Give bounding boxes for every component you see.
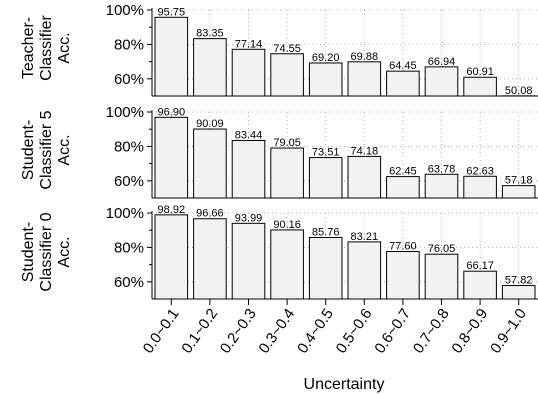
data-label: 77.14 (235, 38, 263, 50)
data-label: 73.51 (312, 147, 340, 159)
y-axis-label-line: Student- (20, 222, 37, 282)
y-axis-label-line: Classifier (38, 14, 55, 80)
data-label: 83.35 (196, 28, 224, 40)
y-tick-label: 100% (106, 104, 144, 121)
bar (231, 139, 266, 199)
x-axis-label: Uncertainty (304, 376, 385, 393)
data-label: 98.92 (158, 204, 186, 216)
data-label: 77.60 (389, 241, 417, 253)
data-label: 69.88 (351, 51, 379, 63)
y-axis-label: Student-Classifier 0Acc. (20, 212, 73, 291)
bar (463, 175, 497, 199)
data-label: 66.94 (428, 56, 456, 68)
bar (154, 116, 189, 199)
y-axis-label-line: Acc. (56, 236, 73, 267)
bar (193, 128, 227, 199)
y-axis-label: Student-Classifier 5Acc. (20, 110, 73, 189)
data-label: 69.20 (312, 52, 340, 64)
y-tick-label: 60% (114, 71, 144, 88)
y-axis-label-line: Acc. (56, 32, 73, 63)
bar (501, 185, 536, 199)
data-label: 74.55 (273, 43, 301, 55)
bar (463, 270, 497, 300)
data-label: 57.82 (505, 275, 533, 287)
data-label: 79.05 (273, 137, 301, 149)
bar (308, 157, 343, 199)
bar (424, 173, 459, 199)
bar (386, 70, 420, 97)
data-label: 62.45 (389, 166, 417, 178)
bar (347, 61, 382, 97)
y-axis-label-line: Teacher- (20, 17, 37, 79)
y-axis-label: Teacher-ClassifierAcc. (20, 14, 73, 80)
bar (347, 241, 382, 300)
bar (154, 214, 189, 300)
data-label: 60.91 (466, 66, 494, 78)
data-label: 96.66 (196, 208, 224, 220)
bar (270, 229, 304, 300)
y-tick-label: 100% (106, 2, 144, 19)
bar (193, 218, 227, 300)
y-axis-label-line: Acc. (56, 134, 73, 165)
x-tick-label: 0.5~0.6 (333, 306, 376, 357)
data-label: 64.45 (389, 60, 417, 72)
x-tick-label: 0.2~0.3 (217, 306, 260, 357)
bar (463, 76, 497, 97)
y-tick-label: 60% (114, 274, 144, 291)
bar (154, 16, 189, 97)
x-tick-label: 0.1~0.2 (178, 306, 221, 357)
bar (308, 236, 343, 300)
bar (270, 53, 304, 97)
panel-0: 60% 80% 100% 95.75 83.35 77.14 74.55 69.20 69.88… (20, 2, 538, 97)
y-tick-label: 80% (114, 138, 144, 155)
bar (193, 38, 227, 97)
bar (386, 251, 420, 300)
x-tick-label: 0.4~0.5 (294, 306, 337, 357)
data-label: 74.18 (351, 145, 379, 157)
bar (424, 66, 459, 97)
y-tick-label: 80% (114, 36, 144, 53)
data-label: 93.99 (235, 212, 263, 224)
data-label: 63.78 (428, 163, 456, 175)
y-tick-label: 60% (114, 173, 144, 190)
x-tick-label: 0.8~0.9 (449, 306, 492, 357)
bar (308, 62, 343, 97)
data-label: 83.21 (351, 231, 379, 243)
data-label: 96.90 (158, 106, 186, 118)
y-axis-label-line: Classifier 5 (38, 110, 55, 189)
data-label: 66.17 (466, 260, 494, 272)
y-axis-label-line: Classifier 0 (38, 212, 55, 291)
data-label: 76.05 (428, 243, 456, 255)
y-axis-label-line: Student- (20, 120, 37, 180)
data-label: 90.09 (196, 118, 224, 130)
data-label: 95.75 (158, 6, 186, 18)
bar (424, 253, 459, 300)
x-tick-label: 0.0~0.1 (140, 306, 183, 357)
panel-2: 60% 80% 100% 98.92 96.66 93.99 90.16 85.76 83.21… (20, 204, 538, 300)
y-tick-label: 100% (106, 205, 144, 222)
y-tick-label: 80% (114, 239, 144, 256)
x-tick-label: 0.7~0.8 (410, 306, 453, 357)
data-label: 85.76 (312, 226, 340, 238)
bar (231, 48, 266, 97)
data-label: 83.44 (235, 129, 263, 141)
data-label: 90.16 (273, 219, 301, 231)
bar (347, 155, 382, 199)
data-label: 62.63 (466, 165, 494, 177)
x-tick-label: 0.9~1.0 (487, 306, 530, 357)
panel-1: 60% 80% 100% 96.90 90.09 83.44 79.05 73.51 74.18… (20, 104, 538, 199)
bar (386, 176, 420, 199)
x-tick-label: 0.6~0.7 (371, 306, 414, 357)
data-label: 57.18 (505, 175, 533, 187)
data-label: 50.08 (505, 85, 533, 97)
bar (231, 222, 266, 300)
x-tick-label: 0.3~0.4 (256, 306, 299, 357)
bar (501, 285, 536, 300)
bar (270, 147, 304, 199)
